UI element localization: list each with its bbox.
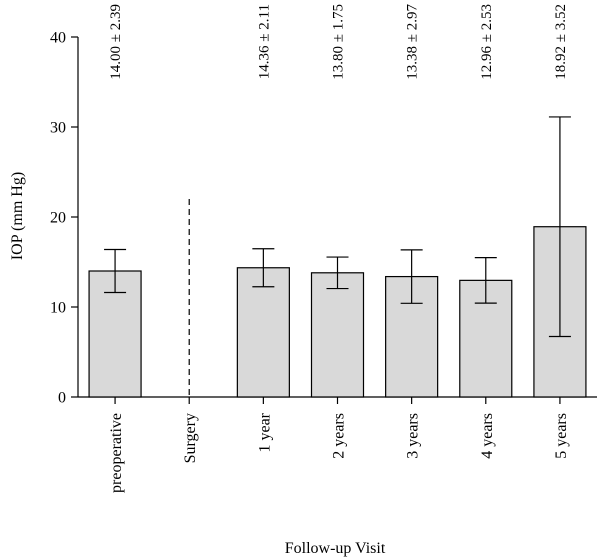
category-label: 4 years	[479, 413, 496, 459]
value-label: 14.36 ± 2.11	[256, 4, 272, 79]
category-label: 1 year	[256, 412, 273, 452]
value-label: 12.96 ± 2.53	[479, 4, 495, 80]
value-label: 14.00 ± 2.39	[108, 4, 124, 80]
value-label: 18.92 ± 3.52	[553, 4, 569, 80]
y-tick-label: 0	[58, 390, 66, 407]
value-label: 13.80 ± 1.75	[331, 4, 347, 80]
category-label: preoperative	[108, 413, 125, 493]
x-axis	[78, 396, 597, 404]
bars	[88, 199, 587, 398]
category-label: 2 years	[331, 413, 348, 459]
category-labels: preoperative Surgery 1 year 2 years 3 years 4…	[108, 412, 570, 493]
category-label: 5 years	[553, 413, 570, 459]
y-tick-label: 30	[50, 120, 66, 137]
category-label: Surgery	[182, 413, 199, 463]
y-tick-label: 20	[50, 210, 66, 227]
category-label: 3 years	[405, 413, 422, 459]
y-axis: 0 10 20 30 40	[50, 30, 79, 407]
x-axis-title: Follow-up Visit	[285, 540, 386, 557]
value-label: 13.38 ± 2.97	[405, 4, 421, 80]
y-tick-label: 40	[50, 30, 66, 47]
value-labels: 14.00 ± 2.39 14.36 ± 2.11 13.80 ± 1.75 13.3…	[108, 4, 569, 80]
y-axis-title: IOP (mm Hg)	[9, 172, 26, 260]
bar	[310, 272, 365, 398]
y-tick-label: 10	[50, 300, 66, 317]
error-bars	[104, 116, 571, 338]
